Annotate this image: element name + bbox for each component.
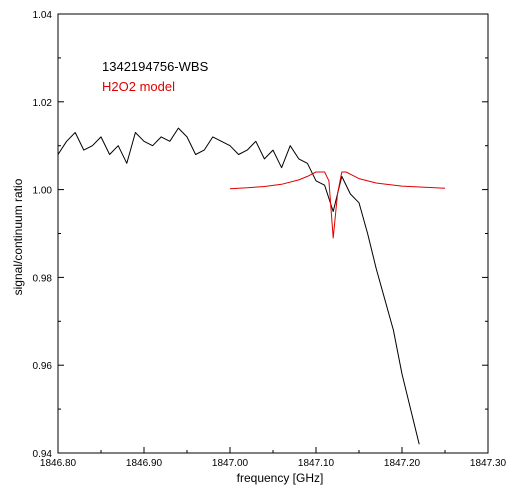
y-tick-label: 0.98 xyxy=(33,273,53,284)
legend-entry-h2o2-model: H2O2 model xyxy=(102,79,175,94)
y-tick-label: 1.04 xyxy=(33,10,53,21)
x-axis-title: frequency [GHz] xyxy=(237,471,324,485)
plot-frame xyxy=(57,13,489,454)
series-line-wbs xyxy=(57,127,420,445)
x-tick-label: 1847.10 xyxy=(298,458,335,469)
y-axis-ticks: 0.94 0.96 0.98 1.00 1.02 1.04 xyxy=(33,10,488,460)
y-axis-title: signal/continuum ratio xyxy=(11,178,25,295)
x-tick-label: 1846.80 xyxy=(40,458,77,469)
legend-entry-wbs: 1342194756-WBS xyxy=(102,59,209,74)
y-tick-label: 1.00 xyxy=(33,186,53,197)
x-tick-label: 1847.20 xyxy=(384,458,421,469)
x-tick-label: 1847.30 xyxy=(470,458,507,469)
y-tick-label: 1.02 xyxy=(33,98,53,109)
series-line-h2o2-model xyxy=(229,171,446,239)
plot-area: 1846.80 1846.90 1847.00 1847.10 1847.20 1847.… xyxy=(33,10,507,469)
x-tick-label: 1847.00 xyxy=(212,458,249,469)
legend: 1342194756-WBS H2O2 model xyxy=(102,59,209,94)
x-tick-label: 1846.90 xyxy=(126,458,163,469)
y-tick-label: 0.96 xyxy=(33,361,53,372)
x-axis-ticks: 1846.80 1846.90 1847.00 1847.10 1847.20 1847.… xyxy=(40,447,507,469)
series-layer xyxy=(57,127,446,445)
y-tick-label: 0.94 xyxy=(33,449,53,460)
